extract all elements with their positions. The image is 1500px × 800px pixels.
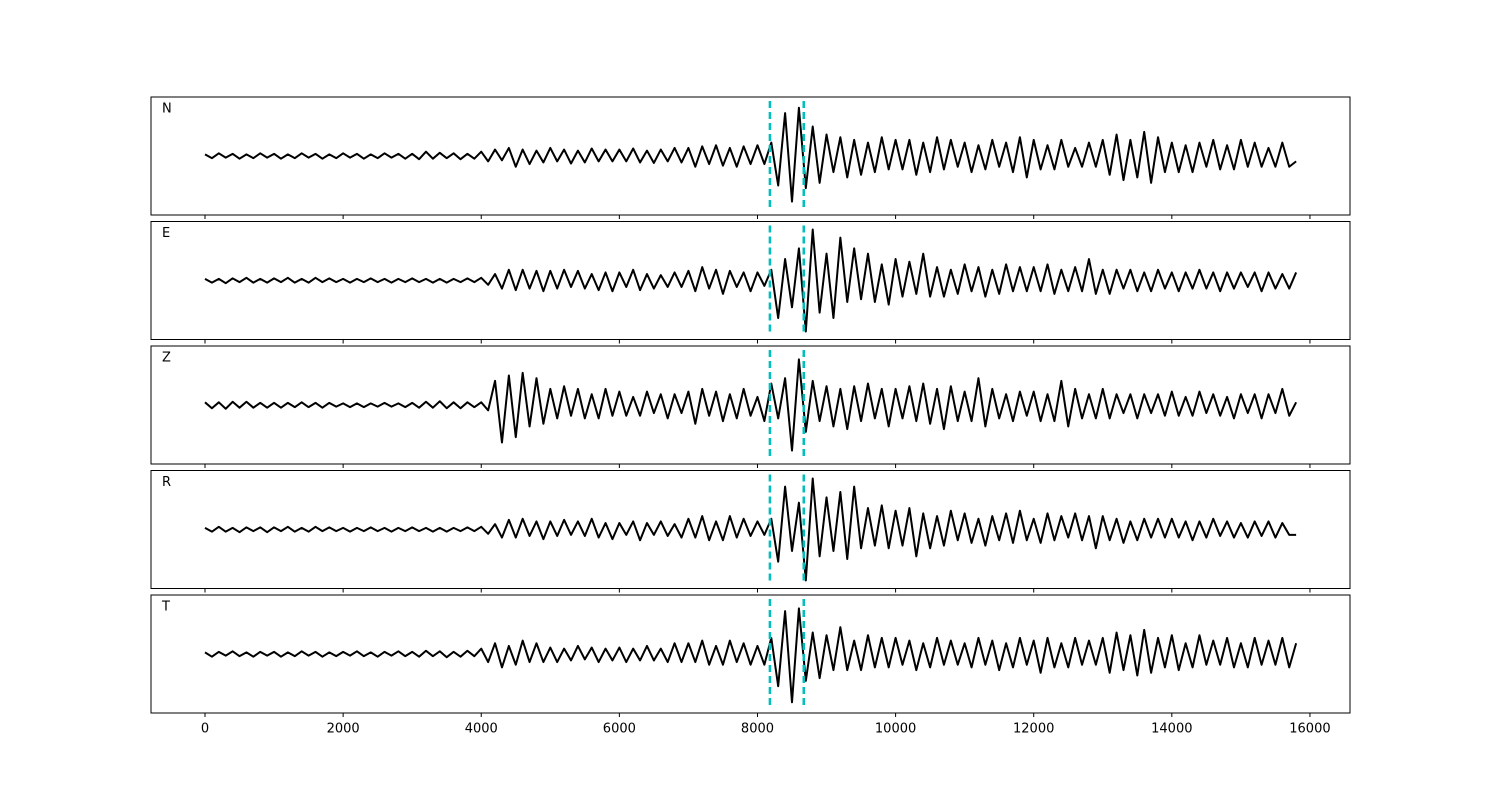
x-tick-label: 16000	[1289, 722, 1330, 737]
waveform	[204, 358, 1298, 452]
x-tick-label: 6000	[603, 722, 636, 737]
panel-frame	[150, 221, 1351, 340]
panel-label: E	[162, 226, 170, 241]
panel-label: T	[161, 600, 170, 615]
panel-frame	[150, 96, 1351, 216]
x-tick-label: 12000	[1013, 722, 1054, 737]
waveform	[204, 607, 1298, 704]
x-tick-label: 14000	[1151, 722, 1192, 737]
waveform	[204, 228, 1298, 333]
panel-frame	[150, 594, 1351, 714]
x-tick-label: 8000	[741, 722, 774, 737]
waveform	[204, 477, 1297, 582]
x-tick-label: 2000	[327, 722, 360, 737]
panel-frame	[150, 470, 1351, 589]
panel-label: Z	[162, 351, 171, 366]
panel-label: R	[162, 475, 171, 490]
panel-label: N	[162, 102, 172, 117]
panel-frame	[150, 345, 1351, 465]
x-tick-label: 0	[201, 722, 209, 737]
x-tick-label: 10000	[875, 722, 916, 737]
waveform	[204, 106, 1297, 203]
x-tick-label: 4000	[465, 722, 498, 737]
